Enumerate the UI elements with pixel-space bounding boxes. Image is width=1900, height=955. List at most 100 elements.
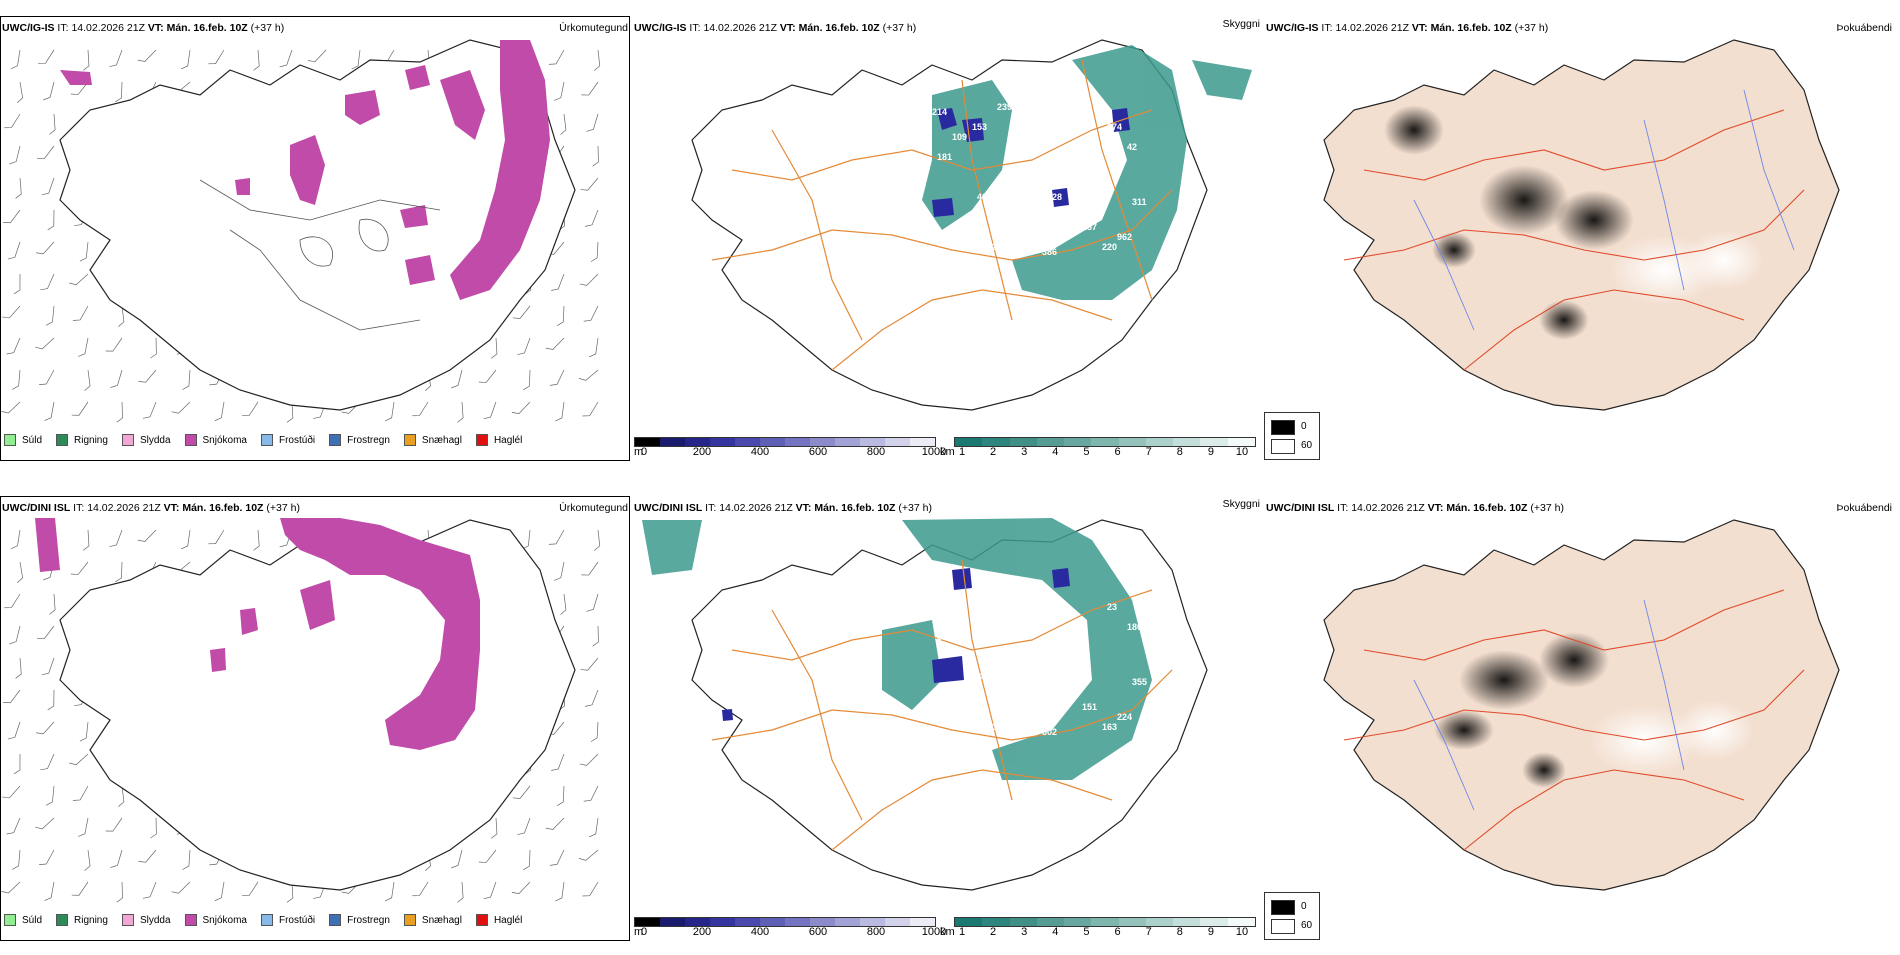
legend-item: Rigning [56,914,108,926]
colorbar-step [1227,918,1255,926]
wind-barb [583,305,599,322]
wind-barb [579,753,599,766]
wind-barb [43,81,55,101]
legend-label: Súld [22,434,43,446]
ceiling-label: 239 [997,102,1012,112]
legend-label: Frostúði [278,434,316,446]
visibility-ticks: 1 2 3 4 5 6 7 8 9 10 [959,926,1248,940]
wind-barb [592,625,599,647]
colorbar-tick-label: 600 [808,446,828,458]
colorbar-step [885,438,910,446]
colorbar-step [1064,438,1092,446]
forecast-row-bottom: UWC/DINI ISL IT: 14.02.2026 21Z VT: Mán.… [0,480,1900,955]
wind-barb [555,881,565,902]
wind-barb [13,273,21,295]
colorbar-tick-label: 800 [866,926,886,938]
wind-barb [17,561,23,583]
colorbar-step [885,918,910,926]
precip-legend: Súld Rigning Slydda Snjókoma Frostúði Frostre… [4,914,536,926]
legend-label: Rigning [74,434,108,446]
wind-barb [137,49,157,62]
wind-barb [70,81,89,95]
wind-barb [490,817,498,839]
wind-barb [554,81,565,101]
colorbar-tick-label: 600 [808,926,828,938]
wind-barb [555,401,565,422]
visibility-ticks: 1 2 3 4 5 6 7 8 9 10 [958,446,1248,460]
colorbar-tick-label: 800 [866,446,886,458]
legend-label: Frostregn [347,434,390,446]
vt-value: Mán. 16.feb. 10Z [1430,22,1512,34]
panel-header: UWC/IG-IS IT: 14.02.2026 21Z VT: Mán. 16… [2,22,284,34]
wind-barb [551,273,565,291]
wind-barb [78,337,89,357]
wind-barb [457,881,464,903]
colorbar-tick-label: 200 [692,446,712,458]
wind-barb [286,401,294,423]
ceiling-label: 235 [962,712,977,722]
wind-barb [49,593,56,615]
colorbar-tick-label: 6 [1114,926,1121,938]
colorbar-tick-label: 7 [1145,926,1152,938]
iceland-outline [691,519,1208,891]
ceiling-label: 559 [937,632,952,642]
lead-time: (+37 h) [882,22,917,34]
wind-barb [116,881,123,903]
legend-label: Haglél [493,434,523,446]
wind-barb [4,593,21,609]
wind-barb [72,305,89,321]
wind-barb [4,113,21,129]
wind-barb [586,593,599,612]
wind-barb [182,369,191,390]
ceiling-label: 311 [1132,197,1147,207]
colorbar-tick-label: 5 [1083,926,1090,938]
ceiling-label: 23 [1107,602,1117,612]
wind-barb [253,529,260,551]
wind-barb [3,209,21,224]
wind-barb [71,401,89,416]
lead-time: (+37 h) [266,502,300,514]
wind-barb [44,401,55,421]
wind-barb [84,369,91,391]
wind-barb [137,529,157,542]
wind-barb [38,49,55,64]
colorbar-step [835,918,860,926]
vt-label: VT: [1427,502,1444,514]
colorbar-tick-label: 1000 [921,446,947,458]
wind-barb [181,529,191,550]
wind-barb [142,881,157,899]
wind-barb [69,753,89,766]
ceiling-label: 224 [1117,712,1132,722]
colorbar-step [810,918,835,926]
wind-barb [483,881,497,900]
ceiling-label: 386 [1042,247,1057,257]
wind-barb [582,401,599,417]
colorbar-step [735,918,760,926]
wind-barb [71,881,89,896]
wind-barb [39,849,55,865]
visibility-colorbar [954,437,1256,447]
legend-label: Slydda [139,914,171,926]
wind-barb [110,369,123,388]
colorbar-step [982,438,1010,446]
colorbar-step [1091,918,1119,926]
colorbar-tick-label: 400 [750,926,770,938]
colorbar-step [1173,438,1201,446]
wind-barb [44,881,55,901]
ceiling-label: 312 [992,722,1007,732]
legend-item: Súld [4,914,42,926]
colorbar-tick-label: 200 [692,926,712,938]
visibility-panel: UWC/IG-IS IT: 14.02.2026 21Z VT: Mán. 16… [632,0,1264,475]
wind-barb [12,369,21,390]
wind-barb [9,145,21,165]
panel-header: UWC/DINI ISL IT: 14.02.2026 21Z VT: Mán.… [1266,502,1564,514]
it-value: 14.02.2026 21Z [71,22,145,34]
legend-label: Snæhagl [421,914,462,926]
legend-item: Frostregn [329,914,390,926]
wind-barb [15,657,22,679]
colorbar-tick-label: 10 [1235,926,1249,938]
colorbar-tick-label: 1 [958,446,966,458]
panel-header: UWC/IG-IS IT: 14.02.2026 21Z VT: Mán. 16… [1266,22,1548,34]
snow-areas [35,518,480,750]
panel-header: UWC/IG-IS IT: 14.02.2026 21Z VT: Mán. 16… [634,22,916,34]
